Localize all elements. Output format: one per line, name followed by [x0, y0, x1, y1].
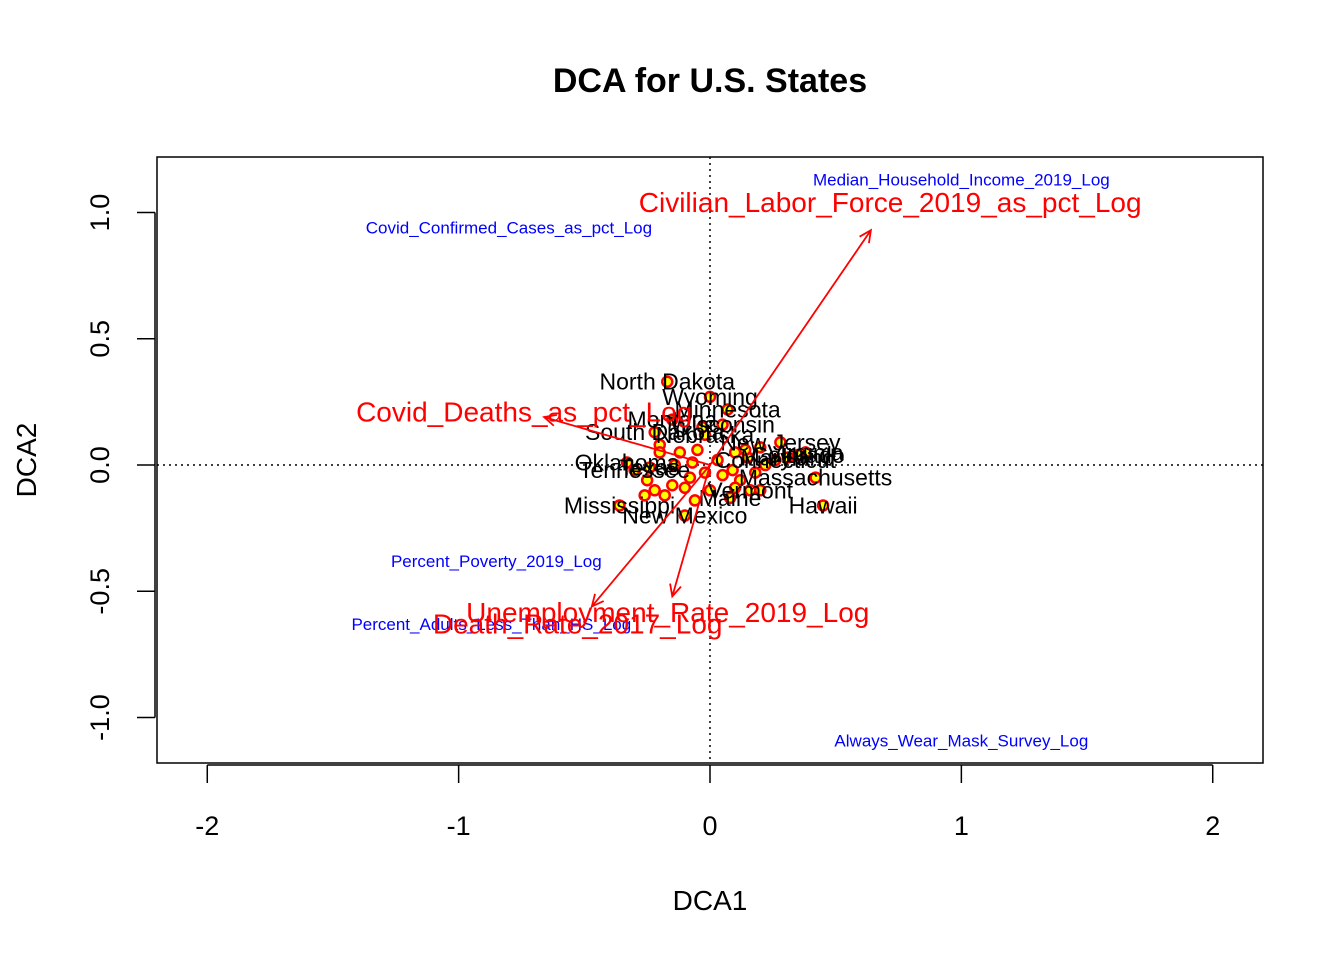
site-label: Minnesota: [675, 397, 781, 423]
site-label: Wyoming: [662, 384, 758, 410]
env-vector-arrowhead: [590, 593, 605, 609]
site-point: [691, 443, 704, 457]
site-label: Maryland: [741, 444, 836, 470]
site-point: [816, 499, 830, 512]
y-tick-label: -1.0: [85, 694, 115, 741]
y-tick-label: 0.5: [85, 320, 115, 358]
species-label: Percent_Adults_Less_Than_HS_Log: [351, 615, 631, 634]
y-tick-label: -0.5: [85, 568, 115, 615]
env-vector-arrow: [709, 229, 872, 466]
site-point: [638, 489, 651, 502]
site-point: [678, 509, 692, 522]
site-point: [658, 489, 672, 502]
site-point: [781, 451, 795, 464]
site-label: Texas: [620, 455, 680, 481]
site-point: [754, 441, 767, 454]
env-vector-label: Civilian_Labor_Force_2019_as_pct_Log: [639, 187, 1142, 218]
site-label: New Jersey: [720, 429, 841, 455]
site-point: [769, 453, 782, 467]
x-axis-label: DCA1: [673, 885, 748, 916]
site-points: [613, 375, 830, 522]
env-vector-arrow: [543, 416, 711, 466]
site-label: Nebraska: [656, 422, 755, 448]
site-label: North Dakota: [600, 369, 736, 395]
species-label: Percent_Poverty_2019_Log: [391, 552, 602, 571]
site-point: [668, 458, 682, 472]
env-vector-arrow: [671, 464, 711, 597]
reference-lines: [157, 157, 1263, 763]
species-label: Covid_Confirmed_Cases_as_pct_Log: [366, 219, 652, 238]
x-tick-label: -2: [195, 811, 219, 841]
env-vector-arrowhead: [859, 228, 873, 244]
chart-title: DCA for U.S. States: [553, 62, 867, 100]
y-axis-label: DCA2: [11, 423, 42, 498]
site-point: [728, 481, 742, 495]
x-tick-label: 1: [954, 811, 969, 841]
site-label: Vermont: [707, 477, 793, 503]
site-point: [666, 479, 679, 492]
plot-frame: [156, 156, 1264, 764]
site-label: Wisconsin: [670, 412, 775, 438]
site-label: Connecticut: [715, 447, 837, 473]
site-point: [774, 436, 787, 449]
site-point: [721, 403, 734, 416]
site-label: Tennessee: [579, 457, 690, 483]
site-label: Massachusetts: [739, 465, 892, 491]
site-point: [723, 491, 737, 505]
site-point: [666, 413, 679, 426]
site-label: New Mexico: [622, 503, 747, 529]
site-point: [643, 461, 656, 474]
axes: -2 -1 0 1 2 -1.0 -0.5 0.0 0.5 1.0: [85, 194, 1220, 841]
site-point: [620, 456, 634, 469]
site-label: Montana: [628, 407, 718, 433]
site-labels: North DakotaWyomingMinnesotaMontanaWisco…: [564, 369, 892, 529]
site-label: Maine: [699, 485, 762, 511]
site-point: [613, 499, 626, 512]
site-point: [759, 458, 772, 472]
env-vector-label: Covid_Deaths_as_pct_Log: [356, 396, 692, 427]
site-point: [640, 473, 654, 487]
site-point: [716, 418, 729, 431]
site-point: [809, 471, 822, 484]
site-point: [661, 375, 674, 388]
env-vector-label: Death_Rate_2017_Log: [433, 608, 723, 639]
x-tick-label: -1: [447, 811, 471, 841]
site-point: [703, 390, 717, 404]
env-vector-label: Unemployment_Rate_2019_Log: [466, 597, 869, 628]
site-label: Mississippi: [564, 492, 675, 518]
env-vectors: Civilian_Labor_Force_2019_as_pct_LogCovi…: [356, 187, 1142, 639]
env-vector-arrowhead: [669, 583, 682, 599]
species-label: Always_Wear_Mask_Survey_Log: [834, 731, 1088, 750]
site-point: [628, 463, 641, 477]
species-labels: Median_Household_Income_2019_Log Covid_Co…: [351, 171, 1109, 751]
site-point: [738, 443, 752, 457]
site-label: Oklahoma: [575, 450, 680, 476]
site-label: Hawaii: [789, 492, 858, 518]
site-point: [696, 420, 709, 434]
site-label: South Dakota: [585, 419, 725, 445]
site-point: [648, 425, 661, 439]
site-point: [703, 484, 717, 497]
site-label: Colorado: [751, 442, 844, 468]
site-point: [748, 466, 762, 479]
env-vector-arrow: [591, 464, 711, 608]
x-tick-label: 2: [1205, 811, 1220, 841]
site-point: [683, 471, 697, 484]
site-point: [726, 463, 739, 477]
site-label: Virginia: [767, 439, 843, 465]
y-tick-label: 0.0: [85, 446, 115, 484]
site-point: [754, 484, 767, 497]
y-tick-label: 1.0: [85, 194, 115, 232]
env-vector-arrowhead: [542, 414, 558, 427]
site-point: [648, 484, 661, 497]
x-tick-label: 0: [702, 811, 717, 841]
site-point: [716, 468, 729, 482]
species-label: Median_Household_Income_2019_Log: [813, 171, 1110, 190]
